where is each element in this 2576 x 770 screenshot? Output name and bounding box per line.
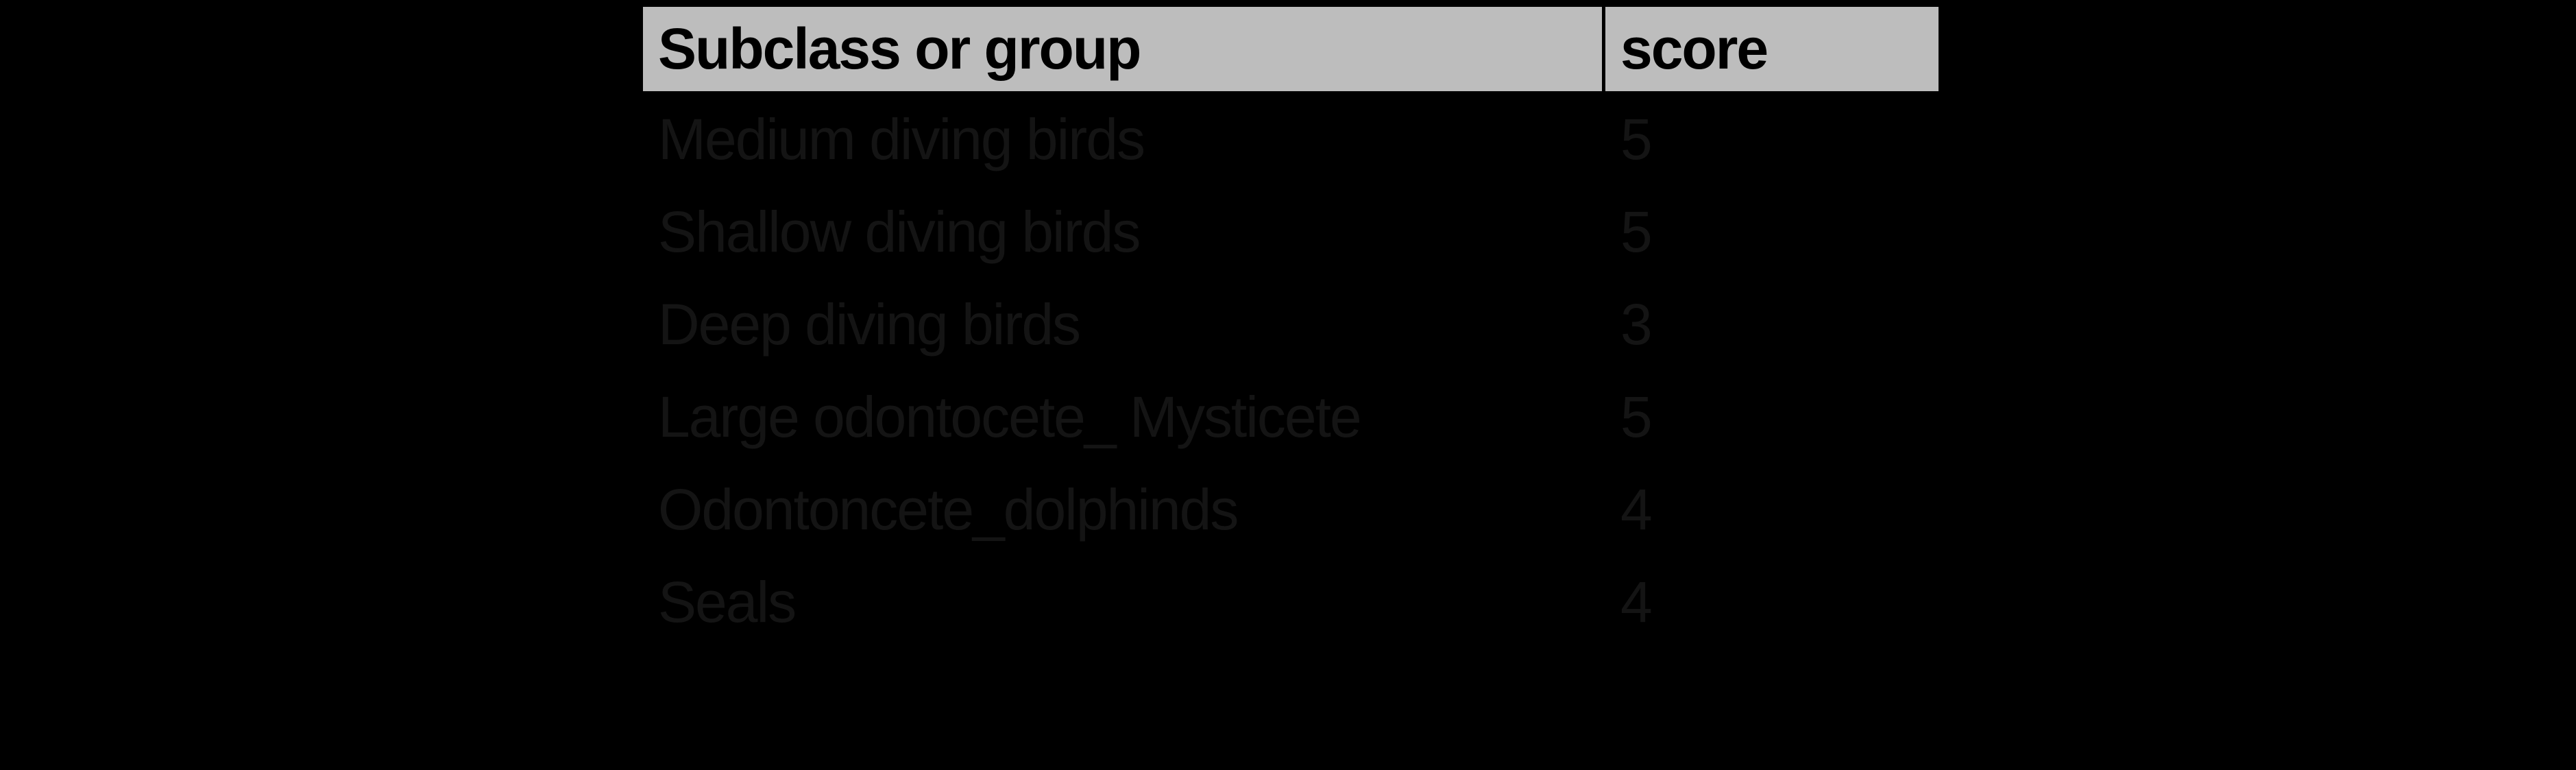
header-row: Subclass or group score [640,3,1942,95]
table-header: Subclass or group score [640,3,1942,95]
score-cell: 3 [1602,276,1942,372]
score-cell: 4 [1602,461,1942,557]
header-cell-subclass: Subclass or group [640,3,1605,95]
table-row: Shallow diving birds 5 [640,184,1942,280]
scores-table: Subclass or group score Medium diving bi… [640,3,1942,650]
score-cell: 4 [1602,554,1942,650]
table-body: Medium diving birds 5 Shallow diving birds… [640,91,1942,650]
table-row: Seals 4 [640,554,1942,650]
group-cell: Shallow diving birds [640,184,1605,280]
group-cell: Odontoncete_dolphinds [640,461,1605,557]
table-row: Deep diving birds 3 [640,276,1942,372]
score-cell: 5 [1602,369,1942,465]
header-cell-score: score [1602,3,1942,95]
table-row: Medium diving birds 5 [640,91,1942,187]
table-row: Odontoncete_dolphinds 4 [640,461,1942,557]
group-cell: Large odontocete_ Mysticete [640,369,1605,465]
group-cell: Seals [640,554,1605,650]
score-cell: 5 [1602,184,1942,280]
table-row: Large odontocete_ Mysticete 5 [640,369,1942,465]
score-cell: 5 [1602,91,1942,187]
group-cell: Deep diving birds [640,276,1605,372]
group-cell: Medium diving birds [640,91,1605,187]
